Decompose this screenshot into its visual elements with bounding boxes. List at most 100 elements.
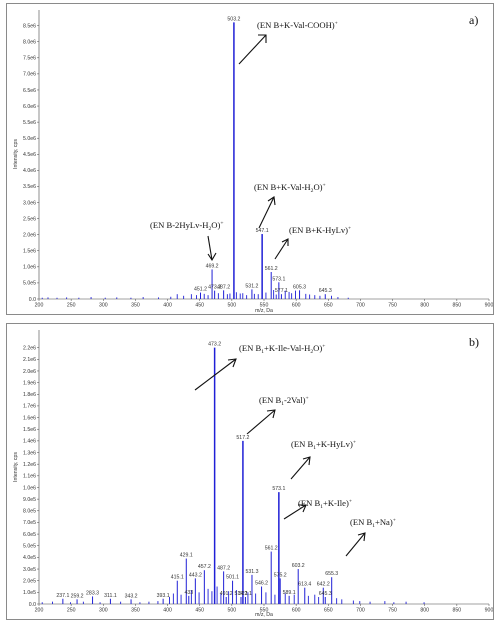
peak-label: 547.1 [256,228,269,234]
x-tick-label: 200 [35,608,44,614]
arrow-b4 [283,504,307,520]
peak-label: 561.2 [265,266,278,272]
y-tick-label: 1.3e6 [23,450,36,456]
y-tick-label: 2.0e6 [23,369,36,375]
y-tick-labels: 0.0 1.0e5 2.0e5 3.0e5 4.0e5 5.0e5 6.0e5 7.0e5 8.… [23,345,39,608]
y-tick-label: 9.0e5 [23,497,36,503]
y-tick-label: 4.0e5 [23,555,36,561]
x-axis-title: m/z, Da [255,308,273,314]
x-tick-label: 250 [67,303,76,309]
peak-label: 487.2 [217,565,230,571]
y-tick-label: 7.0e5 [23,520,36,526]
x-tick-label: 300 [99,608,108,614]
x-tick-label: 350 [131,608,140,614]
y-tick-label: 1.1e6 [23,474,36,480]
x-tick-label: 200 [35,303,44,309]
peak-label: 577.1 [275,288,288,294]
y-tick-label: 4.0e6 [23,168,36,174]
annotation-b2: (EN B1-2Val)+ [259,395,309,407]
x-tick-label: 250 [67,608,76,614]
y-tick-label: 8.5e6 [23,23,36,29]
x-tick-label: 400 [163,303,172,309]
peak-label: 487.2 [217,284,230,290]
y-tick-label: 4.5e6 [23,152,36,158]
annotation-arrows-a [207,34,289,262]
y-axis-title: Intensity, cps [13,452,19,482]
y-tick-label: 1.0e5 [23,590,36,596]
x-tick-label: 550 [260,608,269,614]
annotation-arrows-b [194,358,366,557]
peak-label: 457.2 [198,564,211,570]
y-tick-label: 1.8e6 [23,392,36,398]
y-tick-label: 2.0e6 [23,232,36,238]
x-tick-label: 800 [420,608,429,614]
minor-peaks [41,586,425,604]
x-tick-label: 300 [99,303,108,309]
y-tick-label: 2.1e6 [23,357,36,363]
axes [38,330,489,605]
peak-label: 443.2 [189,572,202,578]
peak-label: 503.2 [227,16,240,22]
peak-label: 415.1 [171,575,184,581]
y-tick-label: 5.0e5 [23,281,36,287]
y-tick-label: 2.0e5 [23,578,36,584]
y-tick-label: 3.5e6 [23,184,36,190]
y-tick-label: 1.4e6 [23,439,36,445]
annotation-a3: (EN B-2HyLv-H2O)+ [150,220,224,232]
peak-label: 561.2 [265,546,278,552]
peak-label: 343.2 [125,593,138,599]
panel-label-a: a) [469,13,478,27]
annotation-b1: (EN B1+K-Ile-Val-H2O)+ [239,343,325,355]
annotation-a4: (EN B+K-HyLv)+ [289,225,351,235]
labeled-peaks: 503.2 547.1 561.2 469.2 573.1 451.2 473.2487.2… [194,16,332,299]
annotation-b5: (EN B1+Na)+ [350,517,396,529]
y-tick-label: 3.0e5 [23,567,36,573]
peak-label: 589.1 [283,590,296,596]
x-tick-label: 700 [356,303,365,309]
peak-label: 575.2 [274,572,287,578]
arrow-a2 [258,196,276,229]
y-tick-label: 5.0e5 [23,544,36,550]
peak-label: 283.3 [86,590,99,596]
x-axis-title: m/z, Da [255,612,273,618]
y-tick-label: 8.0e5 [23,509,36,515]
peak-label: 573.1 [272,276,285,282]
x-tick-label: 350 [131,303,140,309]
peak-label: 645.3 [319,288,332,294]
y-tick-label: 1.5e6 [23,427,36,433]
x-tick-label: 700 [356,608,365,614]
arrow-a3 [207,235,217,262]
peak-label: 603.2 [292,563,305,569]
spectrum-chart-b: 0.0 1.0e5 2.0e5 3.0e5 4.0e5 5.0e5 6.0e5 7.0e5 8.… [13,330,493,618]
y-tick-label: 5.5e6 [23,120,36,126]
peak-label: 642.2 [317,582,330,588]
arrow-a4 [274,238,289,260]
x-tick-label: 850 [453,303,462,309]
axes [38,10,489,300]
annotation-a2: (EN B+K-Val-H2O)+ [254,182,326,194]
x-tick-label: 750 [388,303,397,309]
x-tick-label: 500 [228,608,237,614]
y-axis-title: Intensity, cps [13,139,19,169]
peak-label: 517.2 [236,435,249,441]
x-tick-label: 850 [453,608,462,614]
arrow-b5 [345,532,366,557]
peak-label: 237.1 [56,593,69,599]
y-tick-label: 6.0e6 [23,104,36,110]
peak-label: 491.2 [220,591,233,597]
x-tick-labels: 200 250 300 350 400 450 500 550 600 650 700 750 800 8… [35,604,493,614]
y-tick-label: 1.0e6 [23,265,36,271]
peak-label: 521.1 [239,591,252,597]
peak-label: 433 [184,590,193,596]
y-tick-label: 0.0 [29,297,36,303]
x-tick-labels: 200 250 300 350 400 450 500 550 600 650 700 750 800 8… [35,299,493,309]
x-tick-label: 400 [163,608,172,614]
y-tick-label: 1.7e6 [23,404,36,410]
y-tick-label: 2.5e6 [23,216,36,222]
y-tick-label: 5.0e6 [23,136,36,142]
x-tick-label: 650 [324,303,333,309]
x-tick-label: 600 [292,303,301,309]
spectrum-panel-b: 0.0 1.0e5 2.0e5 3.0e5 4.0e5 5.0e5 6.0e5 7.0e5 8.… [6,323,494,620]
x-tick-label: 500 [228,303,237,309]
y-tick-label: 7.5e6 [23,56,36,62]
